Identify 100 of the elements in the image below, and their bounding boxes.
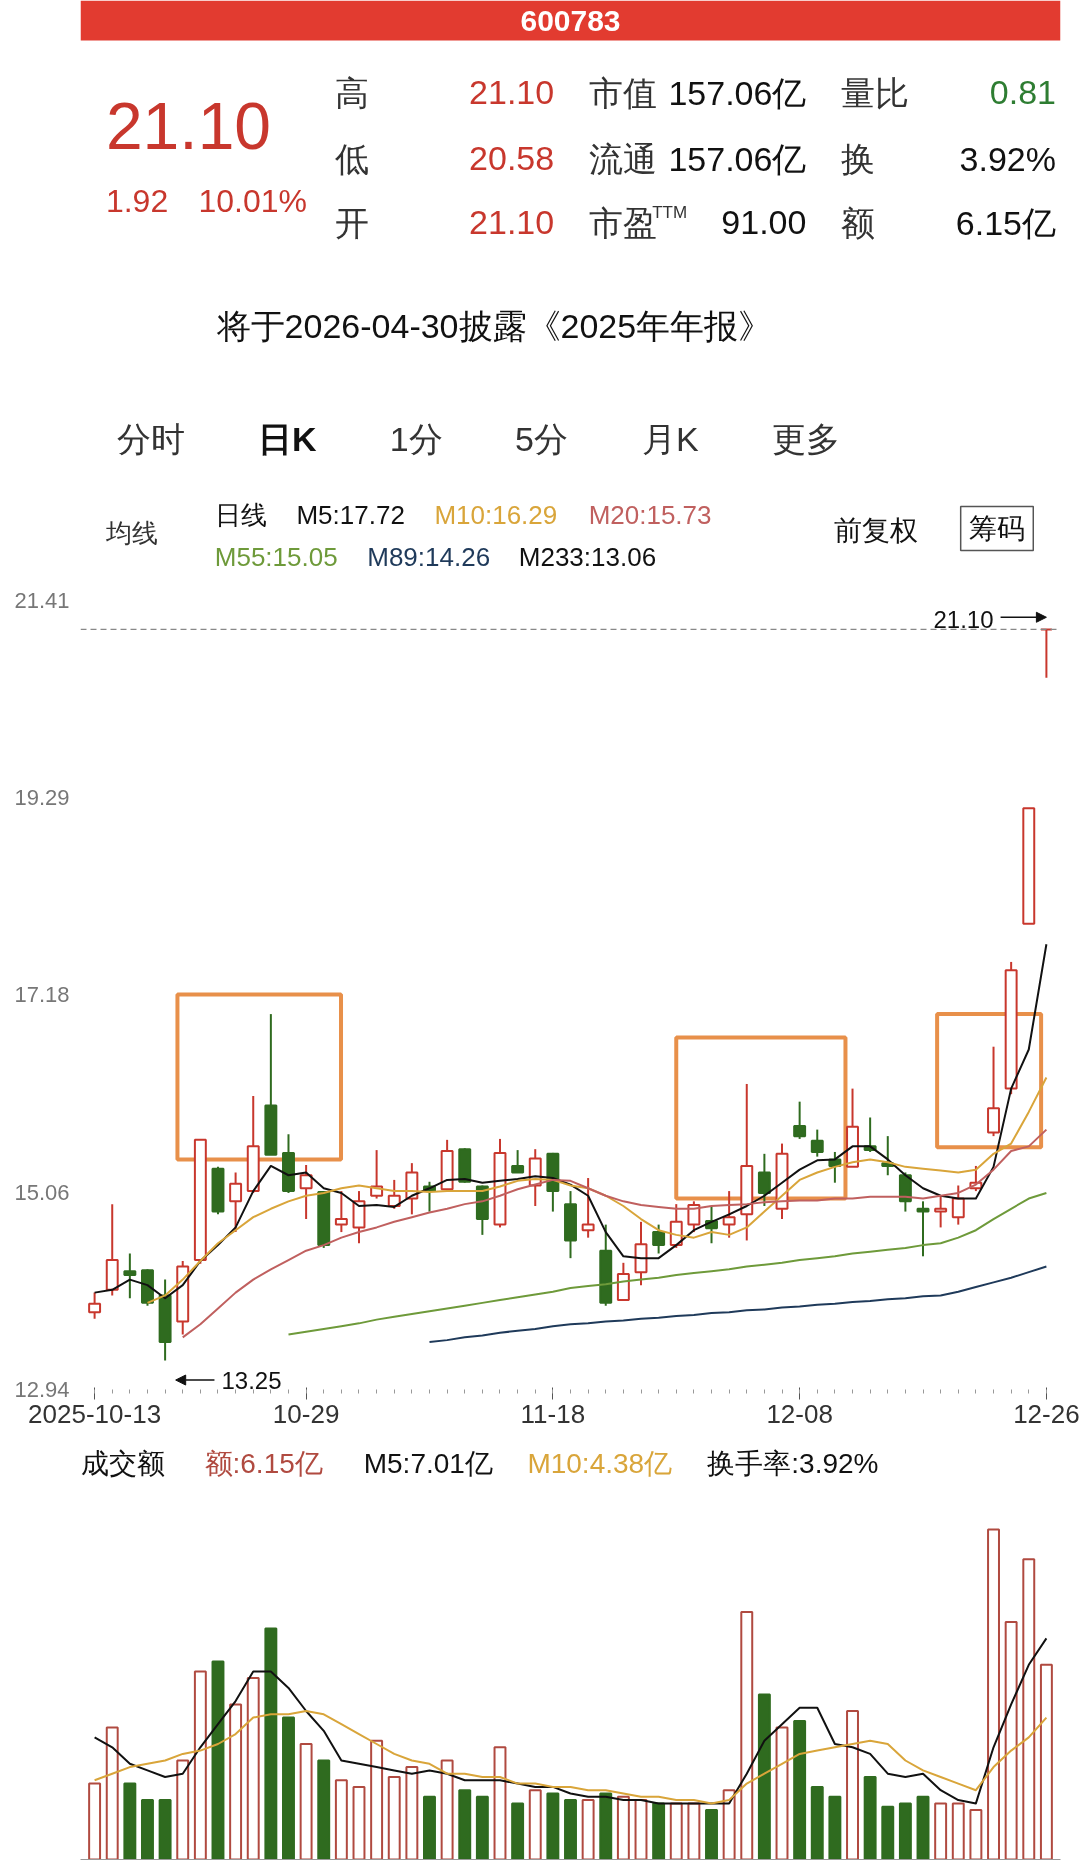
text: 6.15亿 (955, 203, 1056, 242)
bar (193, 1670, 207, 1860)
text: 91.00 (721, 203, 807, 241)
y-tick-label: 21.41 (14, 588, 70, 613)
x-tick-label: 12-26 (1013, 1398, 1080, 1429)
bar (828, 1795, 842, 1860)
candlestick (511, 1149, 525, 1174)
candlestick (687, 1200, 701, 1234)
line-series (146, 1076, 1048, 1304)
text: 均线 (104, 517, 158, 548)
bar (687, 1802, 701, 1860)
text: 20.58 (469, 139, 555, 177)
text: 流通 (588, 139, 657, 178)
text: M55:15.05 (214, 541, 338, 572)
candlestick (652, 1223, 666, 1255)
text: 1分 (389, 419, 443, 458)
text: M10:4.38亿 (527, 1448, 673, 1479)
text: 月K (641, 419, 699, 458)
chart-title: 成交额 (80, 1448, 165, 1479)
text: 更多 (772, 419, 841, 458)
bar (440, 1759, 454, 1860)
text: M10:16.29 (434, 499, 558, 530)
candlestick (88, 1291, 102, 1320)
text: 分时 (117, 419, 186, 458)
text: 市值 (588, 73, 657, 112)
text: 1.92 (105, 182, 169, 219)
bar (493, 1746, 507, 1860)
text: 0.81 (989, 73, 1056, 111)
text: 量比 (840, 73, 909, 112)
text: 5分 (515, 419, 568, 458)
x-tick-label: 12-08 (766, 1398, 833, 1429)
bar (652, 1802, 666, 1860)
bar (705, 1809, 718, 1860)
bar (581, 1799, 595, 1860)
bar (334, 1779, 348, 1860)
annotation: 13.25 (221, 1366, 282, 1394)
text: 日线 (214, 499, 267, 530)
text: 筹码 (968, 513, 1025, 544)
bar (1022, 1558, 1036, 1860)
text: M89:14.26 (367, 541, 491, 572)
line-series (181, 1128, 1048, 1339)
bar (669, 1802, 683, 1860)
bar (88, 1782, 102, 1860)
bar (564, 1799, 577, 1860)
bar (158, 1799, 172, 1860)
candlestick (581, 1177, 595, 1239)
bar (634, 1799, 648, 1860)
bar (934, 1802, 948, 1860)
text: 10.01% (198, 182, 307, 219)
bar (863, 1776, 877, 1860)
bar (546, 1792, 560, 1860)
ref-line-label: 21.10 (933, 605, 994, 633)
bar (528, 1789, 542, 1860)
bar (475, 1795, 489, 1860)
bar (846, 1710, 859, 1860)
bar (775, 1726, 789, 1860)
bar (898, 1802, 912, 1860)
bar (1004, 1620, 1018, 1860)
text: M5:7.01亿 (363, 1448, 493, 1479)
text: 21.10 (469, 203, 555, 241)
text: 开 (334, 203, 369, 242)
candlestick (722, 1190, 736, 1239)
bar (722, 1789, 736, 1860)
bar (405, 1766, 419, 1860)
y-tick-label: 19.29 (14, 785, 70, 811)
bar (616, 1795, 630, 1860)
bar (229, 1703, 243, 1860)
candlestick (229, 1171, 243, 1234)
text: 前复权 (833, 515, 918, 546)
text: 将于2026-04-30披露《2025年年报》 (215, 306, 773, 345)
bar (881, 1805, 895, 1860)
bar (264, 1627, 278, 1860)
bar (757, 1693, 771, 1860)
bar (176, 1759, 190, 1860)
bar (951, 1802, 965, 1860)
bar (810, 1785, 824, 1860)
candlestick (934, 1194, 948, 1229)
candlestick (299, 1164, 313, 1221)
text: 日K (258, 419, 318, 458)
text: M5:17.72 (296, 499, 405, 530)
x-tick-label: 10-29 (272, 1398, 340, 1429)
bar (282, 1716, 295, 1860)
bar (458, 1789, 472, 1860)
candlestick (793, 1100, 807, 1140)
line-series (93, 943, 1048, 1300)
bar (141, 1799, 154, 1860)
bar (916, 1795, 930, 1860)
text: 21.10 (105, 88, 272, 163)
bar (423, 1795, 436, 1860)
text: 额 (840, 203, 875, 242)
x-tick-label: 11-18 (520, 1398, 586, 1429)
bar (599, 1792, 613, 1860)
text: 低 (334, 139, 369, 178)
candlestick (951, 1184, 965, 1226)
bar (511, 1802, 525, 1860)
text: 157.06亿 (668, 73, 807, 112)
line-series (287, 1191, 1048, 1336)
text: M233:13.06 (518, 541, 657, 572)
candlestick (757, 1152, 771, 1207)
text: 额:6.15亿 (204, 1448, 323, 1479)
